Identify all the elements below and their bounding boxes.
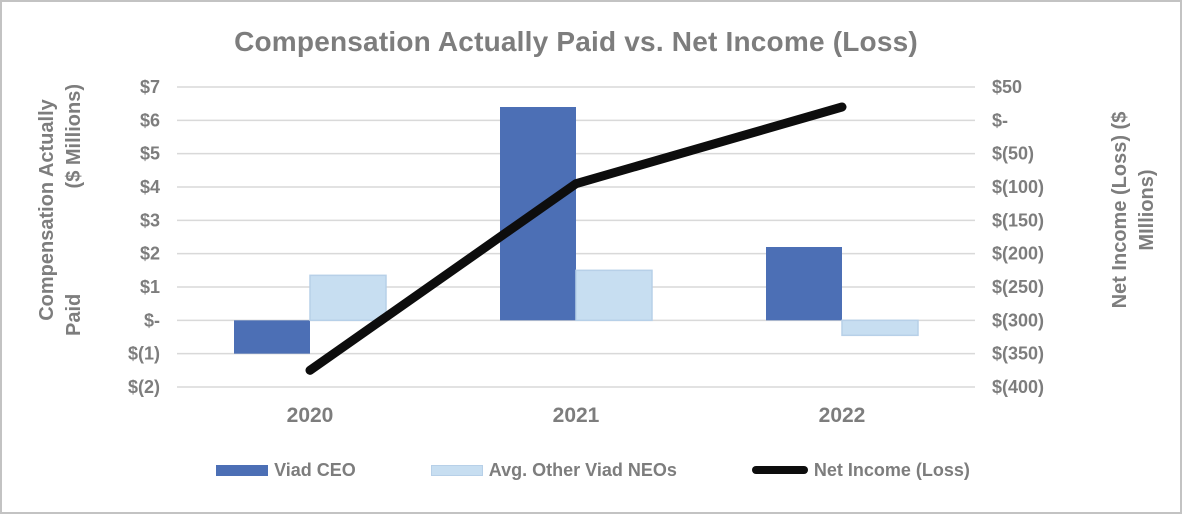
bar-avg-other-viad-neos-2020 <box>309 274 387 322</box>
legend-swatch-viad-ceo <box>216 464 269 476</box>
right-axis-tick-label: $(200) <box>992 244 1044 264</box>
bar-viad-ceo-2020 <box>234 320 310 354</box>
bar-viad-ceo-2022 <box>766 247 842 321</box>
legend-swatch-other-neos <box>430 464 483 476</box>
bar-avg-other-viad-neos-2022 <box>841 319 919 337</box>
left-axis-tick-label: $1 <box>140 277 160 297</box>
right-axis-tick-label: $(50) <box>992 144 1034 164</box>
right-axis-tick-label: $(350) <box>992 344 1044 364</box>
net-income-line <box>305 102 847 375</box>
x-axis-label-2022: 2022 <box>819 404 866 427</box>
left-axis-tick-label: $(2) <box>128 377 160 397</box>
legend-item-other-neos: Avg. Other Viad NEOs <box>430 459 677 481</box>
left-axis-tick-label: $7 <box>140 77 160 97</box>
legend-item-viad-ceo: Viad CEO <box>216 460 356 481</box>
right-axis-tick-label: $50 <box>992 77 1022 97</box>
legend-item-net-income: Net Income (Loss) <box>751 459 970 481</box>
legend-label-viad-ceo: Viad CEO <box>274 459 356 480</box>
right-axis-tick-label: $(300) <box>992 310 1044 330</box>
right-axis-tick-label: $(250) <box>992 277 1044 297</box>
right-axis-tick-label: $- <box>992 110 1008 130</box>
left-axis-tick-label: $3 <box>140 210 160 230</box>
x-axis-label-2021: 2021 <box>553 404 600 427</box>
right-axis-tick-label: $(100) <box>992 177 1044 197</box>
left-axis-tick-label: $6 <box>140 110 160 130</box>
left-axis-tick-label: $- <box>144 310 160 330</box>
legend: Viad CEO Avg. Other Viad NEOs Net Income… <box>2 456 1180 484</box>
legend-label-net-income: Net Income (Loss) <box>813 459 970 480</box>
chart-title: Compensation Actually Paid vs. Net Incom… <box>234 26 918 57</box>
left-axis-tick-label: $(1) <box>128 344 160 364</box>
legend-swatch-net-income-line <box>751 466 808 474</box>
legend-label-other-neos: Avg. Other Viad NEOs <box>488 459 677 480</box>
left-axis-tick-label: $5 <box>140 144 160 164</box>
left-axis-tick-label: $2 <box>140 244 160 264</box>
right-axis-tick-label: $(400) <box>992 377 1044 397</box>
right-axis-tick-label: $(150) <box>992 210 1044 230</box>
left-axis-tick-label: $4 <box>140 177 160 197</box>
x-axis-label-2020: 2020 <box>287 404 334 427</box>
bar-avg-other-viad-neos-2021 <box>575 269 653 322</box>
